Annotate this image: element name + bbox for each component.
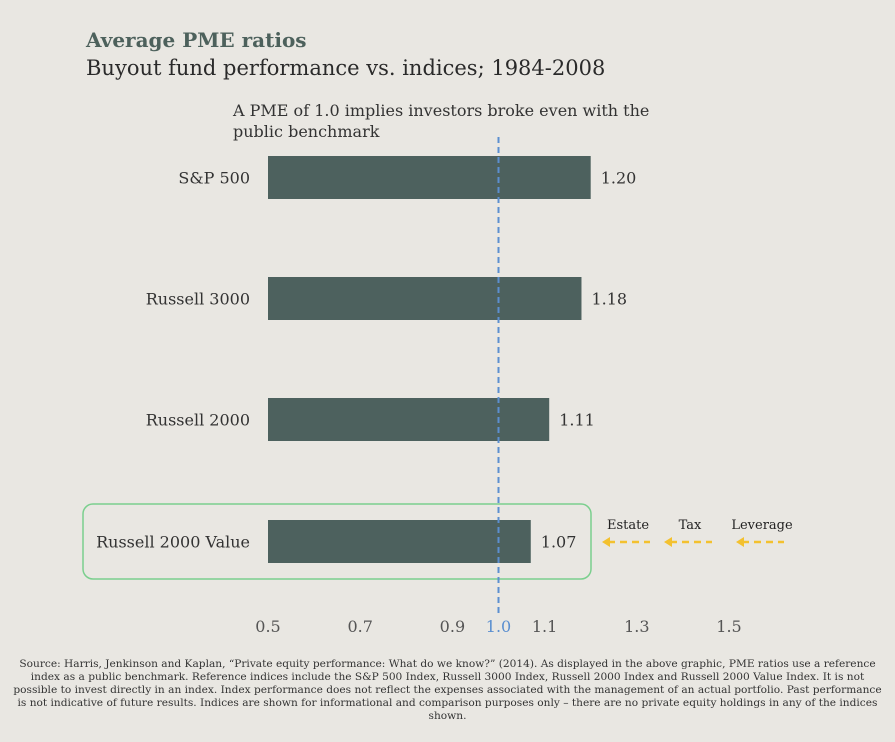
factor-arrow-head [664, 537, 672, 547]
bar [268, 520, 531, 563]
value-label: 1.07 [541, 533, 577, 552]
x-tick-label: 1.5 [716, 617, 741, 636]
category-label: Russell 2000 Value [96, 533, 250, 552]
x-tick-label: 0.7 [347, 617, 372, 636]
category-label: S&P 500 [178, 169, 250, 188]
value-label: 1.18 [591, 290, 627, 309]
factor-arrow-head [602, 537, 610, 547]
highlight-box [82, 503, 592, 580]
x-tick-label: 0.9 [440, 617, 465, 636]
factor-label: Tax [679, 518, 702, 533]
source-footnote: Source: Harris, Jenkinson and Kaplan, “P… [13, 658, 882, 722]
factor-arrow-head [736, 537, 744, 547]
reference-annotation-line2: public benchmark [233, 122, 380, 141]
x-tick-label: 0.5 [255, 617, 280, 636]
factor-label: Estate [607, 518, 649, 533]
value-label: 1.11 [559, 411, 595, 430]
factor-label: Leverage [731, 518, 793, 533]
category-label: Russell 3000 [146, 290, 250, 309]
pme-bar-chart: S&P 500 1.20 Russell 3000 1.18 Russell 2000 1… [82, 101, 793, 636]
x-tick-label: 1.3 [624, 617, 649, 636]
chart-subtitle: Buyout fund performance vs. indices; 198… [86, 56, 606, 80]
reference-annotation-line1: A PME of 1.0 implies investors broke eve… [232, 101, 649, 120]
x-tick-label: 1.1 [532, 617, 557, 636]
x-tick-label: 1.0 [486, 617, 511, 636]
category-label: Russell 2000 [146, 411, 250, 430]
value-label: 1.20 [601, 169, 637, 188]
bar [268, 398, 550, 441]
chart-title: Average PME ratios [86, 28, 307, 52]
bar [268, 156, 591, 199]
bar [268, 277, 582, 320]
